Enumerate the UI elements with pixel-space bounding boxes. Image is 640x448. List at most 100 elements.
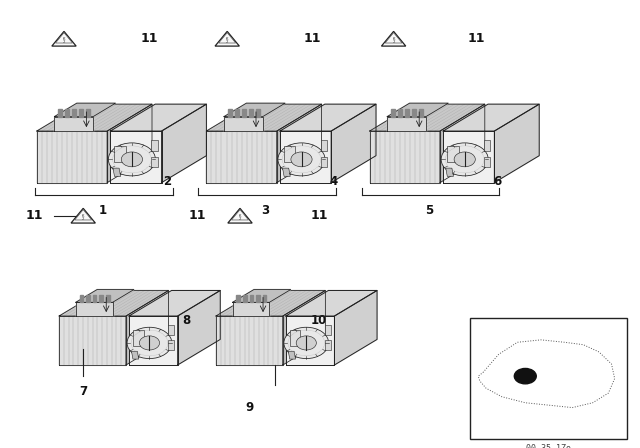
Polygon shape [447,146,458,163]
Polygon shape [58,109,62,116]
Polygon shape [65,109,69,116]
Polygon shape [206,131,277,182]
Polygon shape [250,295,253,302]
Polygon shape [280,131,332,182]
Polygon shape [280,104,376,131]
Polygon shape [224,116,263,131]
Circle shape [108,143,156,176]
Polygon shape [206,104,321,131]
Text: 1: 1 [99,204,106,217]
Circle shape [291,152,312,167]
Polygon shape [286,316,335,365]
Polygon shape [79,295,83,302]
Polygon shape [440,104,485,182]
Polygon shape [387,116,426,131]
Circle shape [296,336,316,350]
Circle shape [515,368,536,384]
Polygon shape [391,109,395,116]
Polygon shape [106,295,109,302]
Text: 4: 4 [330,175,338,188]
Polygon shape [36,131,107,182]
Polygon shape [495,104,540,182]
Text: 9: 9 [246,401,253,414]
Polygon shape [215,31,239,46]
Polygon shape [419,109,423,116]
Polygon shape [335,290,377,365]
Polygon shape [99,295,103,302]
Polygon shape [242,109,246,116]
Text: 11: 11 [467,32,484,45]
Text: 6: 6 [493,175,501,188]
Polygon shape [332,104,376,182]
Polygon shape [224,103,285,116]
Polygon shape [59,316,126,365]
Polygon shape [129,290,220,316]
Text: K
2: K 2 [226,37,228,44]
Polygon shape [233,289,291,302]
Circle shape [140,336,159,350]
Polygon shape [110,104,206,131]
Polygon shape [290,330,300,346]
Polygon shape [321,157,327,167]
Polygon shape [86,109,90,116]
Text: 3: 3 [262,204,269,217]
Circle shape [454,152,476,167]
Bar [470,318,627,439]
Polygon shape [445,168,453,177]
Polygon shape [256,295,260,302]
Polygon shape [93,295,97,302]
Text: K
2: K 2 [63,37,65,44]
Text: 11: 11 [189,209,206,222]
Polygon shape [151,140,157,151]
Polygon shape [115,146,125,163]
Polygon shape [131,351,139,359]
Polygon shape [54,103,115,116]
Polygon shape [286,290,377,316]
Polygon shape [277,104,321,182]
Text: 8: 8 [182,314,191,327]
Polygon shape [161,104,206,182]
Polygon shape [36,104,152,131]
Circle shape [127,327,172,358]
Text: 11: 11 [26,209,43,222]
Text: K
2: K 2 [82,214,84,221]
Polygon shape [324,340,331,350]
Polygon shape [398,109,402,116]
Polygon shape [54,116,93,131]
Polygon shape [216,290,325,316]
Polygon shape [243,295,246,302]
Polygon shape [79,109,83,116]
Text: 7: 7 [79,385,87,398]
Polygon shape [284,146,296,163]
Polygon shape [233,302,269,316]
Polygon shape [283,168,291,177]
Text: 11: 11 [141,32,158,45]
Polygon shape [59,290,168,316]
Polygon shape [263,295,266,302]
Polygon shape [72,109,76,116]
Polygon shape [381,31,406,46]
Polygon shape [249,109,253,116]
Polygon shape [228,208,252,223]
Polygon shape [387,103,448,116]
Polygon shape [126,290,168,365]
Polygon shape [168,340,174,350]
Polygon shape [216,316,283,365]
Polygon shape [283,290,325,365]
Polygon shape [52,31,76,46]
Polygon shape [113,168,120,177]
Polygon shape [129,316,178,365]
Polygon shape [76,289,134,302]
Text: K
2: K 2 [239,214,241,221]
Polygon shape [370,131,440,182]
Text: 00 35 1Zo: 00 35 1Zo [526,444,572,448]
Polygon shape [443,104,540,131]
Polygon shape [71,208,95,223]
Polygon shape [484,140,490,151]
Polygon shape [86,295,90,302]
Polygon shape [324,325,331,335]
Circle shape [441,143,488,176]
Text: K
2: K 2 [392,37,395,44]
Polygon shape [256,109,260,116]
Polygon shape [235,109,239,116]
